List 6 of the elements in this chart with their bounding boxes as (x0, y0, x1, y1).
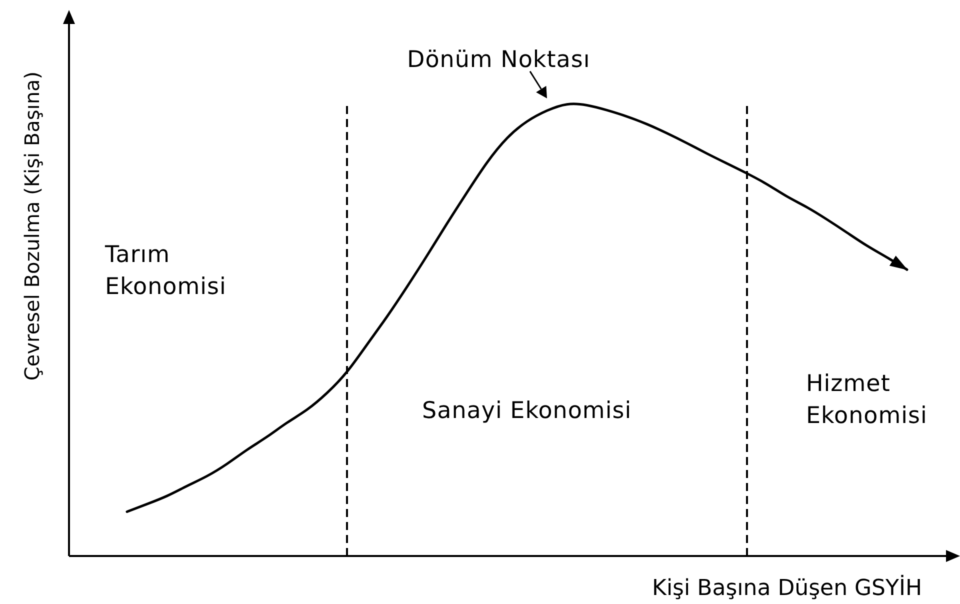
annotation: Sanayi Ekonomisi (422, 397, 633, 426)
x-axis-title: Kişi Başına Düşen GSYİH (652, 574, 922, 601)
y-axis-title: Çevresel Bozulma (Kişi Başına) (20, 71, 44, 381)
annotation: Tarım Ekonomisi (105, 241, 228, 302)
text: Dönüm Noktası (407, 46, 592, 76)
annotation: Hizmet Ekonomisi (806, 370, 928, 431)
